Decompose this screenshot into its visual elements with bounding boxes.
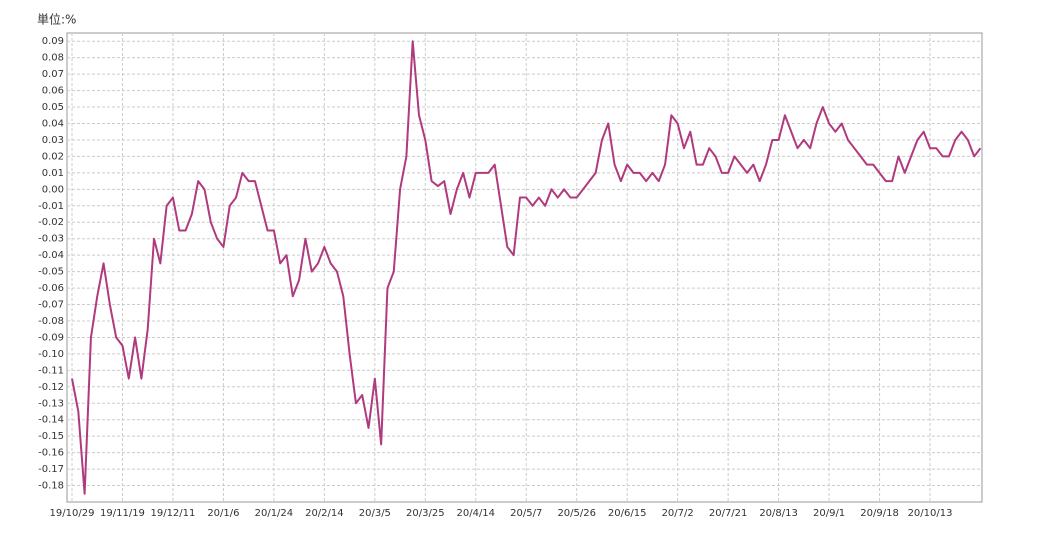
x-tick-label: 20/1/6 — [207, 508, 239, 519]
y-tick-label: -0.02 — [38, 217, 64, 228]
y-tick-label: 0.05 — [42, 102, 64, 113]
x-tick-label: 19/12/11 — [150, 508, 195, 519]
y-tick-label: -0.13 — [38, 398, 64, 409]
x-tick-label: 20/2/14 — [305, 508, 344, 519]
unit-label: 単位:% — [37, 12, 76, 27]
y-tick-label: -0.06 — [38, 283, 64, 294]
y-tick-label: 0.04 — [42, 119, 64, 130]
y-tick-label: -0.09 — [38, 332, 64, 343]
x-tick-label: 19/11/19 — [100, 508, 145, 519]
x-tick-label: 19/10/29 — [50, 508, 95, 519]
y-tick-label: -0.14 — [38, 415, 64, 426]
x-tick-label: 20/1/24 — [255, 508, 294, 519]
y-tick-label: 0.09 — [42, 36, 64, 47]
x-tick-label: 20/10/13 — [908, 508, 953, 519]
y-tick-label: 0.07 — [42, 69, 64, 80]
y-tick-label: -0.16 — [38, 448, 64, 459]
x-tick-label: 20/9/1 — [813, 508, 845, 519]
y-tick-label: 0.01 — [42, 168, 64, 179]
y-tick-label: 0.02 — [42, 151, 64, 162]
y-tick-label: -0.15 — [38, 431, 64, 442]
x-tick-label: 20/3/25 — [406, 508, 445, 519]
x-tick-label: 20/3/5 — [359, 508, 391, 519]
y-tick-label: -0.07 — [38, 300, 64, 311]
x-tick-label: 20/6/15 — [608, 508, 647, 519]
data-line — [71, 40, 982, 495]
y-tick-label: 0.06 — [42, 86, 64, 97]
y-tick-label: 0.03 — [42, 135, 64, 146]
y-tick-label: -0.17 — [38, 464, 64, 475]
x-tick-label: 20/9/18 — [860, 508, 899, 519]
x-tick-label: 20/7/2 — [662, 508, 694, 519]
y-tick-label: -0.08 — [38, 316, 64, 327]
plot-frame — [66, 32, 983, 503]
y-tick-label: 0.00 — [42, 184, 64, 195]
x-tick-label: 20/8/13 — [759, 508, 798, 519]
y-tick-label: -0.01 — [38, 201, 64, 212]
x-tick-label: 20/5/26 — [557, 508, 596, 519]
y-tick-label: -0.18 — [38, 481, 64, 492]
x-tick-label: 20/7/21 — [709, 508, 748, 519]
y-tick-label: -0.05 — [38, 267, 64, 278]
y-tick-label: 0.08 — [42, 53, 64, 64]
y-tick-label: -0.10 — [38, 349, 64, 360]
y-tick-label: -0.04 — [38, 250, 64, 261]
y-tick-label: -0.03 — [38, 234, 64, 245]
y-tick-label: -0.11 — [38, 365, 64, 376]
x-tick-label: 20/4/14 — [456, 508, 495, 519]
y-tick-label: -0.12 — [38, 382, 64, 393]
x-tick-label: 20/5/7 — [510, 508, 542, 519]
